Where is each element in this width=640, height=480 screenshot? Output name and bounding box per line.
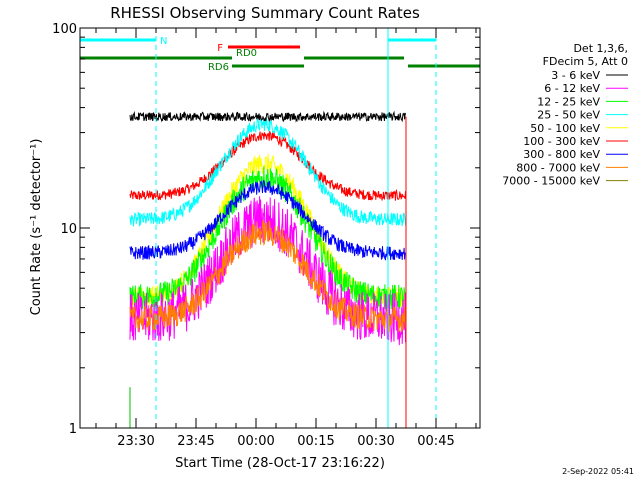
flags-layer: N F RD0 RD6 bbox=[80, 36, 480, 73]
series-line-7 bbox=[129, 180, 406, 261]
plot-axes: 1 10 100 23:30 23:45 00:00 00:15 00:30 00:45 bbox=[52, 22, 481, 449]
legend-label-6: 100 - 300 keV bbox=[523, 135, 600, 148]
series-line-1 bbox=[129, 110, 406, 123]
legend-label-3: 12 - 25 keV bbox=[537, 95, 600, 108]
footer-date: 2-Sep-2022 05:41 bbox=[562, 467, 634, 476]
flag-label-rd0: RD0 bbox=[236, 48, 257, 59]
series-line-4 bbox=[129, 118, 406, 227]
x-tick-label: 23:30 bbox=[117, 434, 154, 449]
y-tick-label: 1 bbox=[69, 422, 77, 437]
series-line-6 bbox=[129, 130, 406, 201]
legend-header-line-1: Det 1,3,6, bbox=[573, 42, 628, 55]
legend-label-4: 25 - 50 keV bbox=[537, 109, 600, 122]
flag-label-rd6: RD6 bbox=[208, 62, 229, 73]
legend-label-1: 3 - 6 keV bbox=[551, 69, 600, 82]
x-tick-label: 00:15 bbox=[297, 434, 334, 449]
y-axis-label: Count Rate (s⁻¹ detector⁻¹) bbox=[29, 139, 44, 316]
plot-frame bbox=[79, 27, 481, 429]
chart-title: RHESSI Observing Summary Count Rates bbox=[110, 4, 420, 22]
legend-label-9: 7000 - 15000 keV bbox=[502, 175, 600, 188]
legend-label-5: 50 - 100 keV bbox=[530, 122, 600, 135]
legend-label-2: 6 - 12 keV bbox=[544, 82, 600, 95]
legend-label-8: 800 - 7000 keV bbox=[516, 161, 600, 174]
x-tick-label: 23:45 bbox=[177, 434, 214, 449]
series-line-8 bbox=[129, 219, 406, 333]
y-tick-label: 10 bbox=[60, 222, 77, 237]
legend-label-7: 300 - 800 keV bbox=[523, 148, 600, 161]
series-line-3 bbox=[129, 166, 406, 310]
legend-header-line-2: FDecim 5, Att 0 bbox=[543, 55, 628, 68]
x-tick-label: 00:30 bbox=[357, 434, 394, 449]
x-axis-label: Start Time (28-Oct-17 23:16:22) bbox=[175, 456, 385, 471]
flag-label-f: F bbox=[217, 43, 223, 54]
plot-data bbox=[129, 110, 406, 346]
x-tick-label: 00:45 bbox=[417, 434, 454, 449]
flag-label-n: N bbox=[160, 36, 167, 47]
x-tick-label: 00:00 bbox=[237, 434, 274, 449]
y-tick-label: 100 bbox=[52, 22, 77, 37]
